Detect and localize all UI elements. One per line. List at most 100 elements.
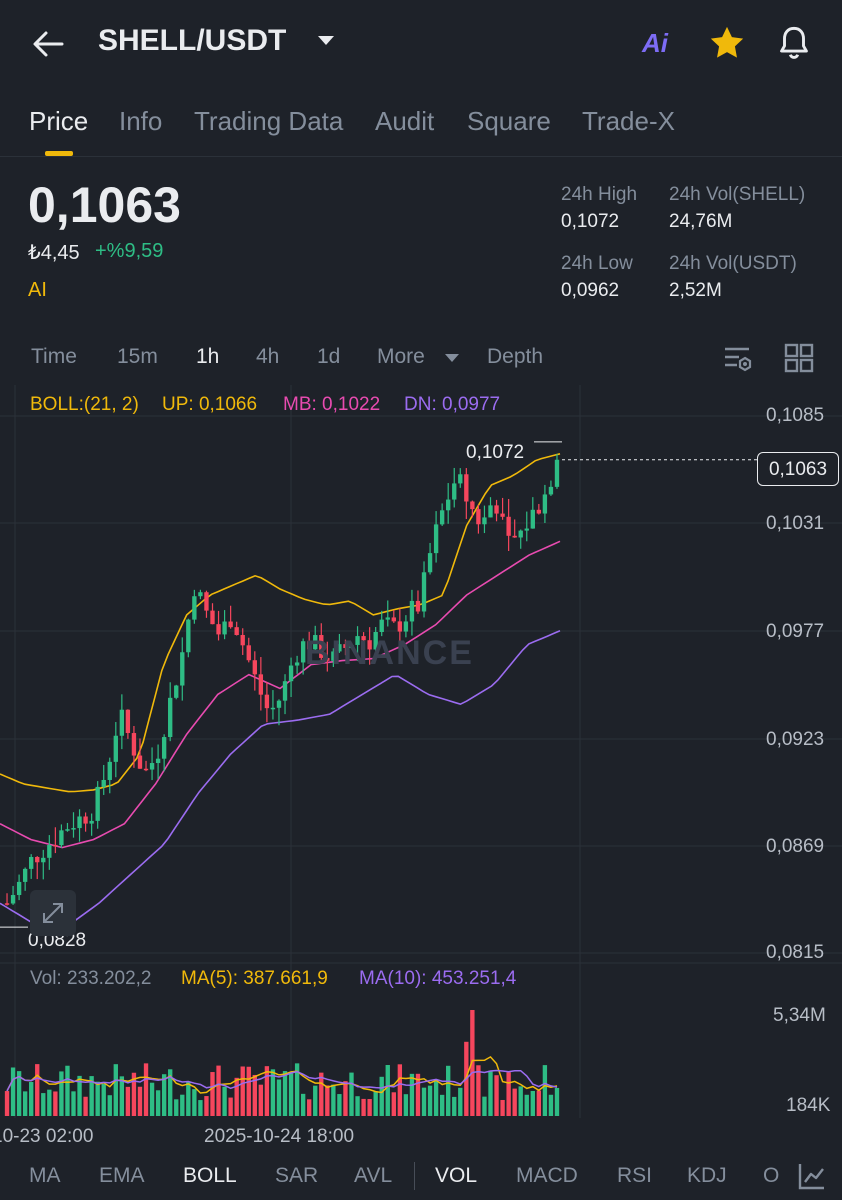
volume-bar bbox=[276, 1079, 282, 1116]
candle-body bbox=[258, 674, 264, 695]
volume-bar bbox=[470, 1010, 475, 1116]
tab-audit[interactable]: Audit bbox=[375, 106, 435, 136]
indicator-ema[interactable]: EMA bbox=[99, 1164, 145, 1187]
candle-body bbox=[313, 635, 318, 650]
volume-axis-label: 5,34M bbox=[773, 1005, 826, 1026]
tab-info[interactable]: Info bbox=[119, 106, 163, 136]
volume-ma10-line bbox=[6, 1069, 558, 1092]
volume-bar bbox=[149, 1082, 155, 1116]
indicator-sar[interactable]: SAR bbox=[275, 1164, 319, 1187]
interval-1h[interactable]: 1h bbox=[196, 345, 220, 368]
candle-body bbox=[77, 816, 82, 829]
volume-bar bbox=[180, 1094, 185, 1116]
volume-bar bbox=[240, 1066, 245, 1116]
chart-grid bbox=[0, 385, 842, 1118]
divider bbox=[414, 1162, 415, 1190]
stat-high-label: 24h High bbox=[561, 184, 638, 205]
boll-upper-line bbox=[0, 453, 561, 793]
volume-bar bbox=[536, 1090, 542, 1116]
candle-body bbox=[331, 651, 336, 661]
interval-1d[interactable]: 1d bbox=[317, 345, 341, 368]
max-price-label: 0,1072 bbox=[466, 442, 525, 463]
volume-bar bbox=[16, 1071, 22, 1116]
indicator-rsi[interactable]: RSI bbox=[617, 1164, 653, 1187]
volume-bar bbox=[155, 1090, 161, 1116]
boll-mb-value: MB: 0,1022 bbox=[283, 394, 381, 415]
extreme-markers bbox=[0, 441, 562, 928]
back-arrow-icon[interactable] bbox=[28, 24, 68, 64]
interval-4h[interactable]: 4h bbox=[256, 345, 280, 368]
bollinger-bands bbox=[0, 453, 561, 928]
indicator-more[interactable]: O bbox=[763, 1164, 780, 1187]
candle-body bbox=[397, 621, 403, 632]
interval-time[interactable]: Time bbox=[31, 345, 77, 368]
candle-body bbox=[439, 510, 445, 525]
candle-body bbox=[542, 494, 548, 514]
price-axis-label: 0,0923 bbox=[766, 729, 825, 750]
volume-bar bbox=[168, 1069, 173, 1116]
indicator-ma[interactable]: MA bbox=[29, 1164, 61, 1187]
candle-body bbox=[4, 903, 10, 905]
candle-body bbox=[512, 535, 517, 538]
volume-bar bbox=[548, 1094, 554, 1116]
indicator-macd[interactable]: MACD bbox=[516, 1164, 578, 1187]
interval-more[interactable]: More bbox=[377, 345, 425, 368]
chevron-down-icon[interactable] bbox=[445, 354, 459, 362]
tab-trade-x[interactable]: Trade-X bbox=[582, 106, 675, 136]
candle-body bbox=[47, 844, 52, 858]
volume-bar bbox=[204, 1096, 209, 1116]
chart-style-icon[interactable] bbox=[796, 1160, 828, 1192]
volume-bars bbox=[4, 1010, 560, 1116]
candle-body bbox=[222, 621, 227, 635]
candle-body bbox=[192, 596, 197, 620]
candle-body bbox=[506, 516, 511, 536]
top-bar: SHELL/USDT Ai bbox=[0, 0, 842, 86]
star-icon[interactable] bbox=[708, 24, 746, 62]
stat-low-value: 0,0962 bbox=[561, 280, 620, 301]
volume-bar bbox=[337, 1094, 342, 1116]
indicator-avl[interactable]: AVL bbox=[354, 1164, 393, 1187]
candle-body bbox=[337, 644, 342, 652]
candle-body bbox=[204, 592, 209, 611]
interval-15m[interactable]: 15m bbox=[117, 345, 158, 368]
tab-trading-data[interactable]: Trading Data bbox=[194, 106, 344, 136]
volume-bar bbox=[319, 1072, 324, 1116]
candle-body bbox=[186, 619, 191, 653]
expand-icon[interactable] bbox=[30, 890, 76, 936]
layout-grid-icon[interactable] bbox=[784, 343, 814, 373]
candlestick-chart[interactable] bbox=[0, 385, 842, 1150]
volume-bar bbox=[494, 1075, 499, 1116]
interval-depth[interactable]: Depth bbox=[487, 345, 544, 368]
volume-bar bbox=[415, 1073, 421, 1116]
volume-bar bbox=[282, 1071, 288, 1116]
candle-body bbox=[433, 524, 439, 554]
candle-body bbox=[361, 636, 366, 641]
indicator-boll[interactable]: BOLL bbox=[183, 1164, 237, 1187]
candle-body bbox=[10, 895, 16, 904]
current-price-tag[interactable]: 0,1063 bbox=[757, 452, 839, 486]
volume-bar bbox=[288, 1073, 294, 1116]
ai-tag[interactable]: AI bbox=[28, 279, 47, 301]
volume-ma5: MA(5): 387.661,9 bbox=[181, 968, 328, 989]
chevron-down-icon[interactable] bbox=[318, 36, 334, 45]
candle-body bbox=[168, 697, 173, 738]
candle-body bbox=[458, 474, 463, 484]
candle-body bbox=[294, 662, 300, 666]
volume-bar bbox=[506, 1072, 511, 1116]
volume-bar bbox=[77, 1075, 82, 1116]
bell-icon[interactable] bbox=[776, 24, 812, 62]
indicator-kdj[interactable]: KDJ bbox=[687, 1164, 727, 1187]
pair-title[interactable]: SHELL/USDT bbox=[98, 24, 287, 57]
candle-body bbox=[282, 681, 288, 701]
volume-bar bbox=[554, 1087, 560, 1116]
indicator-vol[interactable]: VOL bbox=[435, 1164, 478, 1187]
candle-body bbox=[240, 635, 245, 646]
candle-body bbox=[89, 820, 94, 824]
tab-square[interactable]: Square bbox=[467, 106, 551, 136]
volume-bar bbox=[95, 1081, 100, 1116]
ai-icon[interactable]: Ai bbox=[642, 28, 668, 58]
chart-settings-icon[interactable] bbox=[722, 342, 754, 374]
volume-bar bbox=[198, 1100, 203, 1116]
tab-price[interactable]: Price bbox=[29, 106, 89, 136]
candle-body bbox=[288, 665, 294, 682]
